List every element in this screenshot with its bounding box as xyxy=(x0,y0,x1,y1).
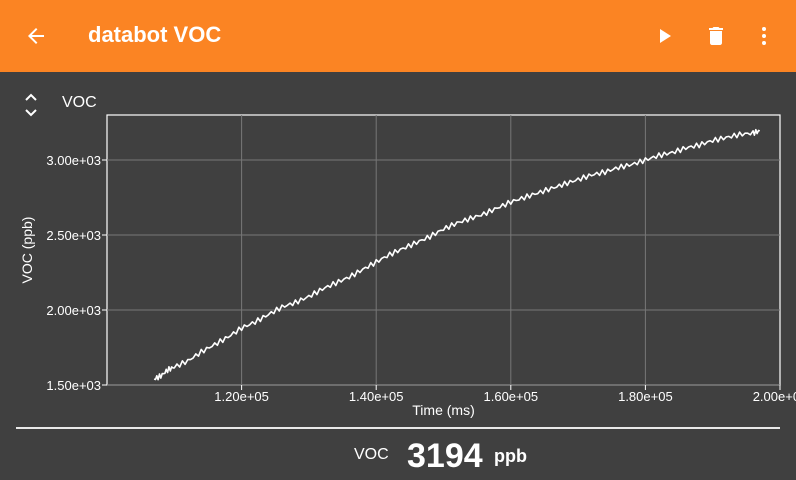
reading-name: VOC xyxy=(354,446,389,463)
page-title: databot VOC xyxy=(88,22,222,47)
unfold-icon[interactable] xyxy=(20,92,42,118)
voc-chart: 1.20e+05 1.40e+05 1.60e+05 1.80e+05 2.00e+05… xyxy=(19,114,796,418)
reading-unit: ppb xyxy=(494,446,527,466)
grid-lines xyxy=(107,115,780,386)
arrow-left-icon[interactable] xyxy=(24,24,48,48)
y-axis-label: VOC (ppb) xyxy=(19,217,35,284)
plot-area xyxy=(106,114,781,386)
y-tick-label: 2.50e+03 xyxy=(46,228,101,243)
y-tick-label: 3.00e+03 xyxy=(46,153,101,168)
play-icon[interactable] xyxy=(652,24,676,48)
x-axis-ticks: 1.20e+05 1.40e+05 1.60e+05 1.80e+05 2.00e+05 xyxy=(214,385,796,404)
divider xyxy=(16,427,780,429)
x-tick-label: 1.20e+05 xyxy=(214,389,269,404)
x-tick-label: 1.80e+05 xyxy=(618,389,673,404)
app-bar: databot VOC xyxy=(0,0,796,72)
more-vert-icon[interactable] xyxy=(752,24,776,48)
y-tick-label: 2.00e+03 xyxy=(46,303,101,318)
y-tick-label: 1.50e+03 xyxy=(46,378,101,393)
trash-icon[interactable] xyxy=(704,24,728,48)
sensor-label: VOC xyxy=(62,94,97,111)
x-tick-label: 1.40e+05 xyxy=(349,389,404,404)
current-reading: VOC 3194 ppb xyxy=(0,432,796,480)
x-tick-label: 2.00e+05 xyxy=(753,389,796,404)
x-axis-label: Time (ms) xyxy=(412,402,474,418)
reading-value: 3194 xyxy=(407,437,483,475)
x-tick-label: 1.60e+05 xyxy=(484,389,539,404)
voc-series-line xyxy=(153,128,761,381)
y-axis-ticks: 1.50e+03 2.00e+03 2.50e+03 3.00e+03 xyxy=(46,153,107,393)
